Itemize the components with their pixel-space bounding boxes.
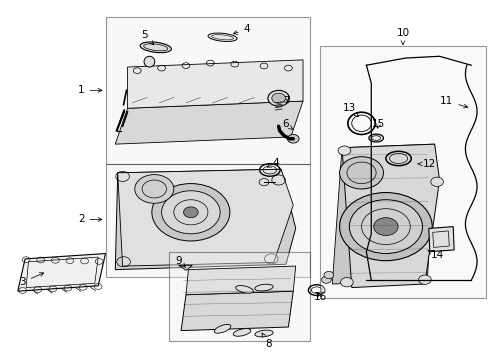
Text: 4: 4: [233, 24, 250, 35]
Ellipse shape: [140, 42, 171, 53]
Circle shape: [348, 200, 422, 253]
Polygon shape: [115, 169, 295, 270]
Circle shape: [135, 175, 173, 203]
Circle shape: [339, 157, 383, 189]
Circle shape: [287, 134, 299, 143]
Polygon shape: [341, 144, 439, 288]
Text: 4: 4: [266, 158, 279, 168]
Bar: [105, 17, 310, 164]
Polygon shape: [181, 291, 293, 330]
Text: 7: 7: [282, 96, 289, 106]
Text: 13: 13: [342, 103, 358, 117]
Text: 6: 6: [282, 120, 292, 129]
Text: 2: 2: [78, 215, 102, 224]
Polygon shape: [178, 265, 192, 270]
Circle shape: [340, 278, 352, 287]
Circle shape: [418, 275, 430, 284]
Text: 12: 12: [417, 159, 435, 169]
Text: 1: 1: [78, 85, 102, 95]
Text: 14: 14: [427, 250, 443, 260]
Circle shape: [152, 184, 229, 241]
Circle shape: [271, 93, 285, 103]
Circle shape: [161, 191, 220, 234]
Bar: [105, 164, 310, 277]
Polygon shape: [331, 144, 434, 284]
Circle shape: [339, 193, 431, 261]
Text: 8: 8: [262, 333, 272, 349]
Circle shape: [267, 90, 289, 106]
Text: 9: 9: [175, 256, 185, 267]
Text: 10: 10: [396, 28, 408, 45]
Text: 11: 11: [439, 96, 467, 108]
Bar: [320, 45, 485, 298]
Circle shape: [324, 271, 333, 279]
Ellipse shape: [254, 330, 273, 337]
Polygon shape: [127, 60, 303, 108]
Polygon shape: [18, 253, 105, 291]
Ellipse shape: [254, 284, 273, 291]
Polygon shape: [115, 101, 303, 144]
Circle shape: [337, 146, 350, 155]
Text: 16: 16: [313, 292, 326, 302]
Bar: [168, 252, 310, 341]
Text: 15: 15: [371, 120, 385, 129]
Polygon shape: [428, 226, 453, 252]
Ellipse shape: [233, 329, 250, 336]
Circle shape: [183, 207, 198, 218]
Ellipse shape: [214, 324, 230, 333]
Ellipse shape: [207, 33, 237, 41]
Circle shape: [373, 218, 397, 235]
Ellipse shape: [235, 285, 253, 293]
Ellipse shape: [144, 56, 155, 67]
Circle shape: [321, 276, 330, 283]
Text: 3: 3: [20, 273, 43, 287]
Ellipse shape: [368, 134, 383, 142]
Polygon shape: [185, 266, 295, 295]
Polygon shape: [118, 169, 293, 266]
Text: 5: 5: [141, 30, 153, 45]
Circle shape: [430, 177, 443, 186]
